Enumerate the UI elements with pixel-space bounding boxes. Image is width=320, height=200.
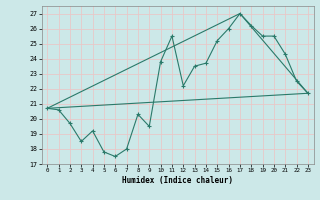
X-axis label: Humidex (Indice chaleur): Humidex (Indice chaleur)	[122, 176, 233, 185]
